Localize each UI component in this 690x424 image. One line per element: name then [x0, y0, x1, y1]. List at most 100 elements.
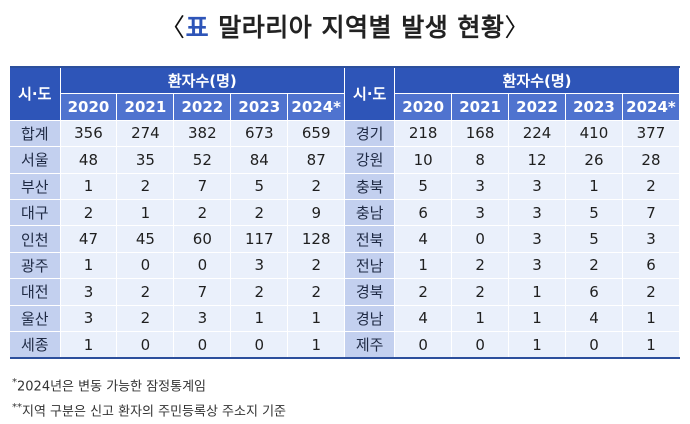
value-cell: 3	[173, 305, 232, 332]
value-cell: 4	[565, 305, 623, 332]
region-cell: 대구	[10, 199, 61, 227]
value-cell: 1	[60, 173, 118, 200]
value-cell: 2	[287, 278, 346, 306]
value-cell: 12	[508, 146, 566, 174]
value-cell: 4	[394, 305, 453, 332]
region-cell: 강원	[344, 146, 396, 174]
value-cell: 8	[451, 146, 510, 174]
year-header: 2022	[508, 93, 566, 121]
region-cell: 인천	[10, 225, 61, 253]
year-header: 2022	[173, 93, 232, 121]
patients-header-right: 환자수(명)	[394, 67, 680, 95]
value-cell: 2	[116, 278, 175, 306]
region-cell: 합계	[10, 120, 61, 148]
value-cell: 0	[451, 331, 510, 359]
value-cell: 2	[622, 278, 681, 306]
region-cell: 경북	[344, 278, 396, 306]
value-cell: 2	[451, 252, 510, 280]
footnote-mark: **	[12, 402, 22, 414]
value-cell: 6	[622, 252, 681, 280]
region-cell: 경남	[344, 305, 396, 332]
value-cell: 5	[394, 173, 453, 200]
value-cell: 48	[60, 146, 118, 174]
value-cell: 4	[394, 225, 453, 253]
malaria-table: 시·도 환자수(명) 시·도 환자수(명) 2020 2021 2022 202…	[10, 66, 681, 360]
value-cell: 128	[287, 225, 346, 253]
value-cell: 1	[60, 252, 118, 280]
value-cell: 0	[565, 331, 623, 359]
value-cell: 3	[60, 305, 118, 332]
value-cell: 0	[116, 252, 175, 280]
value-cell: 28	[622, 146, 681, 174]
region-header-left: 시·도	[10, 67, 61, 121]
value-cell: 6	[394, 199, 453, 227]
value-cell: 52	[173, 146, 232, 174]
title-text: 말라리아 지역별 발생 현황	[218, 13, 505, 42]
value-cell: 2	[230, 199, 289, 227]
value-cell: 7	[622, 199, 681, 227]
table-row: 합계 356 274 382 673 659 경기 218 168 224 410 377	[10, 120, 681, 148]
region-cell: 울산	[10, 305, 61, 332]
value-cell: 1	[565, 173, 623, 200]
value-cell: 2	[565, 252, 623, 280]
region-cell: 제주	[344, 331, 396, 359]
value-cell: 2	[394, 278, 453, 306]
region-cell: 충북	[344, 173, 396, 200]
title-open-bracket: 〈	[160, 13, 186, 42]
year-header: 2023	[230, 93, 289, 121]
footnote-text: 2024년은 변동 가능한 잠정통계임	[17, 379, 207, 395]
value-cell: 2	[116, 173, 175, 200]
value-cell: 7	[173, 173, 232, 200]
value-cell: 5	[565, 199, 623, 227]
value-cell: 5	[565, 225, 623, 253]
value-cell: 224	[508, 120, 566, 148]
value-cell: 1	[508, 278, 566, 306]
value-cell: 0	[173, 331, 232, 359]
value-cell: 3	[508, 199, 566, 227]
table-row: 광주 1 0 0 3 2 전남 1 2 3 2 6	[10, 252, 681, 280]
year-header: 2023	[565, 93, 623, 121]
region-cell: 서울	[10, 146, 61, 174]
region-cell: 부산	[10, 173, 61, 200]
footnotes: *2024년은 변동 가능한 잠정통계임 **지역 구분은 신고 환자의 주민등…	[12, 372, 286, 423]
region-cell: 충남	[344, 199, 396, 227]
region-header-right: 시·도	[344, 67, 396, 121]
footnote-region-basis: **지역 구분은 신고 환자의 주민등록상 주소지 기준	[12, 397, 286, 422]
footnote-mark: *	[12, 377, 17, 388]
table-row: 서울 48 35 52 84 87 강원 10 8 12 26 28	[10, 146, 681, 174]
value-cell: 2	[287, 173, 346, 200]
title-close-bracket: 〉	[504, 13, 530, 42]
value-cell: 7	[173, 278, 232, 306]
value-cell: 87	[287, 146, 346, 174]
region-cell: 세종	[10, 331, 61, 359]
value-cell: 659	[287, 120, 346, 148]
value-cell: 0	[116, 331, 175, 359]
value-cell: 6	[565, 278, 623, 306]
page-title: 〈표 말라리아 지역별 발생 현황〉	[0, 8, 690, 44]
value-cell: 3	[622, 225, 681, 253]
value-cell: 2	[60, 199, 118, 227]
footnote-text: 지역 구분은 신고 환자의 주민등록상 주소지 기준	[22, 404, 286, 420]
value-cell: 0	[230, 331, 289, 359]
value-cell: 2	[116, 305, 175, 332]
year-header: 2021	[451, 93, 510, 121]
value-cell: 1	[230, 305, 289, 332]
value-cell: 673	[230, 120, 289, 148]
year-row: 2020 2021 2022 2023 2024* 2020 2021 2022…	[10, 93, 681, 121]
region-cell: 전남	[344, 252, 396, 280]
table-row: 울산 3 2 3 1 1 경남 4 1 1 4 1	[10, 305, 681, 332]
value-cell: 2	[451, 278, 510, 306]
value-cell: 26	[565, 146, 623, 174]
table-row: 인천 47 45 60 117 128 전북 4 0 3 5 3	[10, 225, 681, 253]
value-cell: 410	[565, 120, 623, 148]
value-cell: 3	[451, 199, 510, 227]
value-cell: 5	[230, 173, 289, 200]
value-cell: 1	[287, 305, 346, 332]
value-cell: 3	[230, 252, 289, 280]
patients-header-left: 환자수(명)	[60, 67, 346, 95]
value-cell: 35	[116, 146, 175, 174]
footnote-provisional: *2024년은 변동 가능한 잠정통계임	[12, 372, 286, 397]
value-cell: 2	[287, 252, 346, 280]
year-header: 2021	[116, 93, 175, 121]
value-cell: 1	[287, 331, 346, 359]
